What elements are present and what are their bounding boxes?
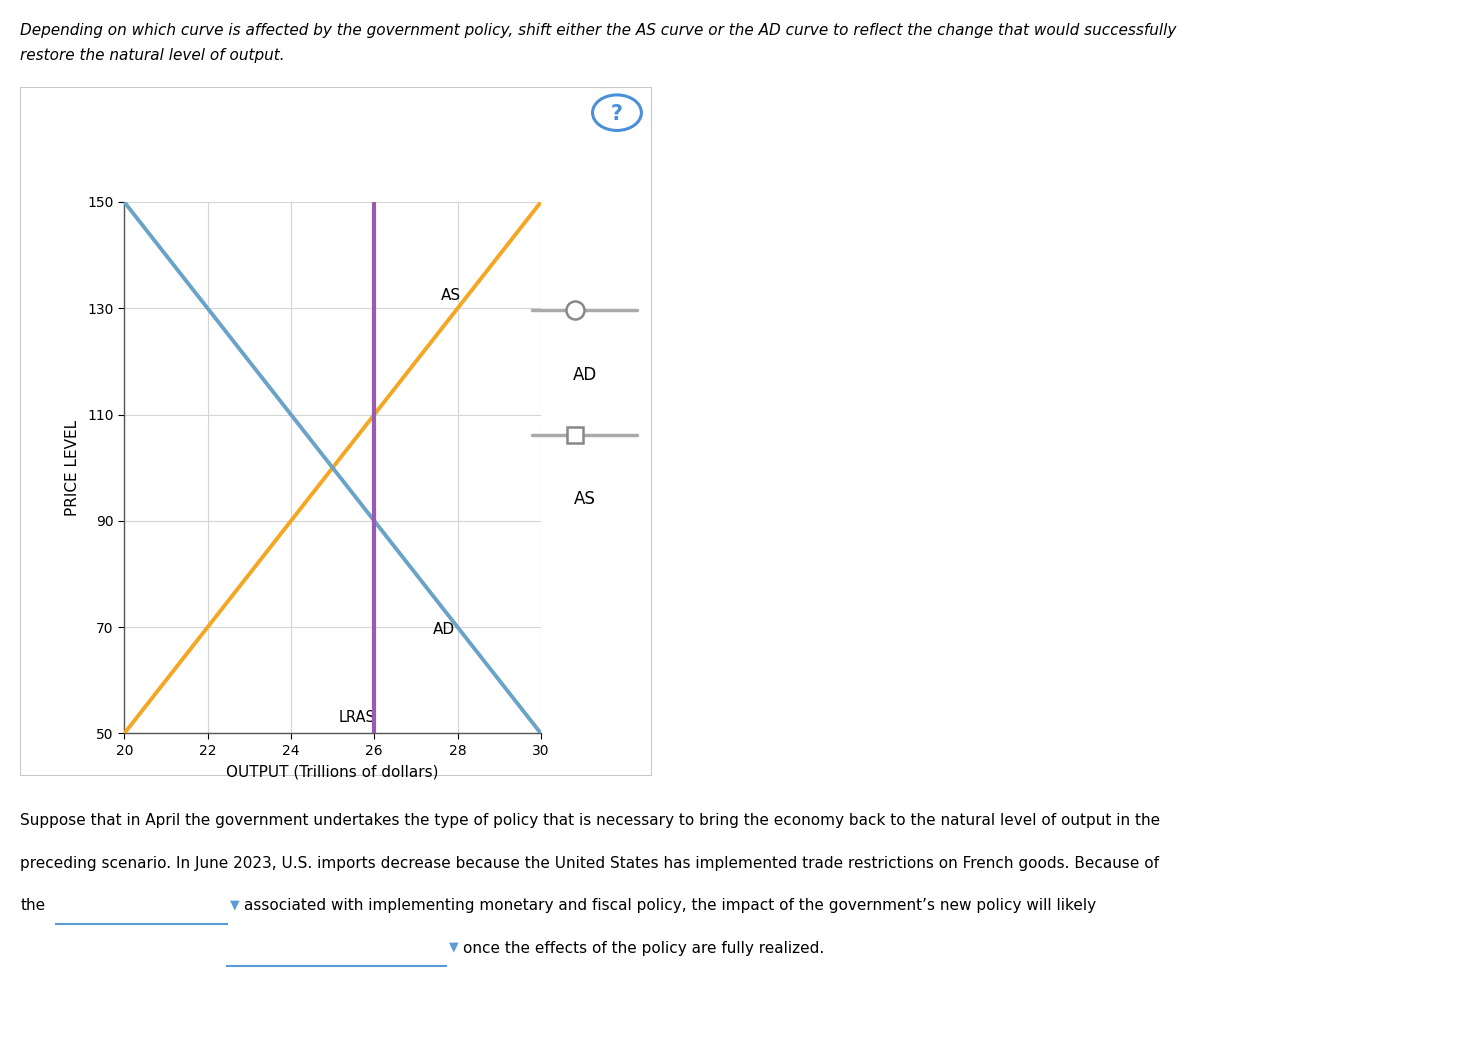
Text: AS: AS: [442, 288, 461, 303]
Text: preceding scenario. In June 2023, U.S. imports decrease because the United State: preceding scenario. In June 2023, U.S. i…: [20, 856, 1159, 871]
Text: AD: AD: [433, 622, 455, 637]
Text: Depending on which curve is affected by the government policy, shift either the : Depending on which curve is affected by …: [20, 23, 1177, 38]
X-axis label: OUTPUT (Trillions of dollars): OUTPUT (Trillions of dollars): [227, 765, 439, 780]
Y-axis label: PRICE LEVEL: PRICE LEVEL: [66, 420, 80, 516]
Text: Suppose that in April the government undertakes the type of policy that is neces: Suppose that in April the government und…: [20, 813, 1161, 828]
Text: once the effects of the policy are fully realized.: once the effects of the policy are fully…: [463, 941, 825, 956]
Text: AS: AS: [575, 490, 595, 508]
Text: associated with implementing monetary and fiscal policy, the impact of the gover: associated with implementing monetary an…: [244, 898, 1096, 913]
Text: the: the: [20, 898, 45, 913]
Text: ▼: ▼: [449, 941, 459, 954]
Text: LRAS: LRAS: [339, 710, 376, 725]
Text: AD: AD: [573, 366, 596, 384]
Text: ?: ?: [611, 104, 623, 123]
Text: restore the natural level of output.: restore the natural level of output.: [20, 48, 285, 63]
Text: ▼: ▼: [230, 898, 240, 911]
